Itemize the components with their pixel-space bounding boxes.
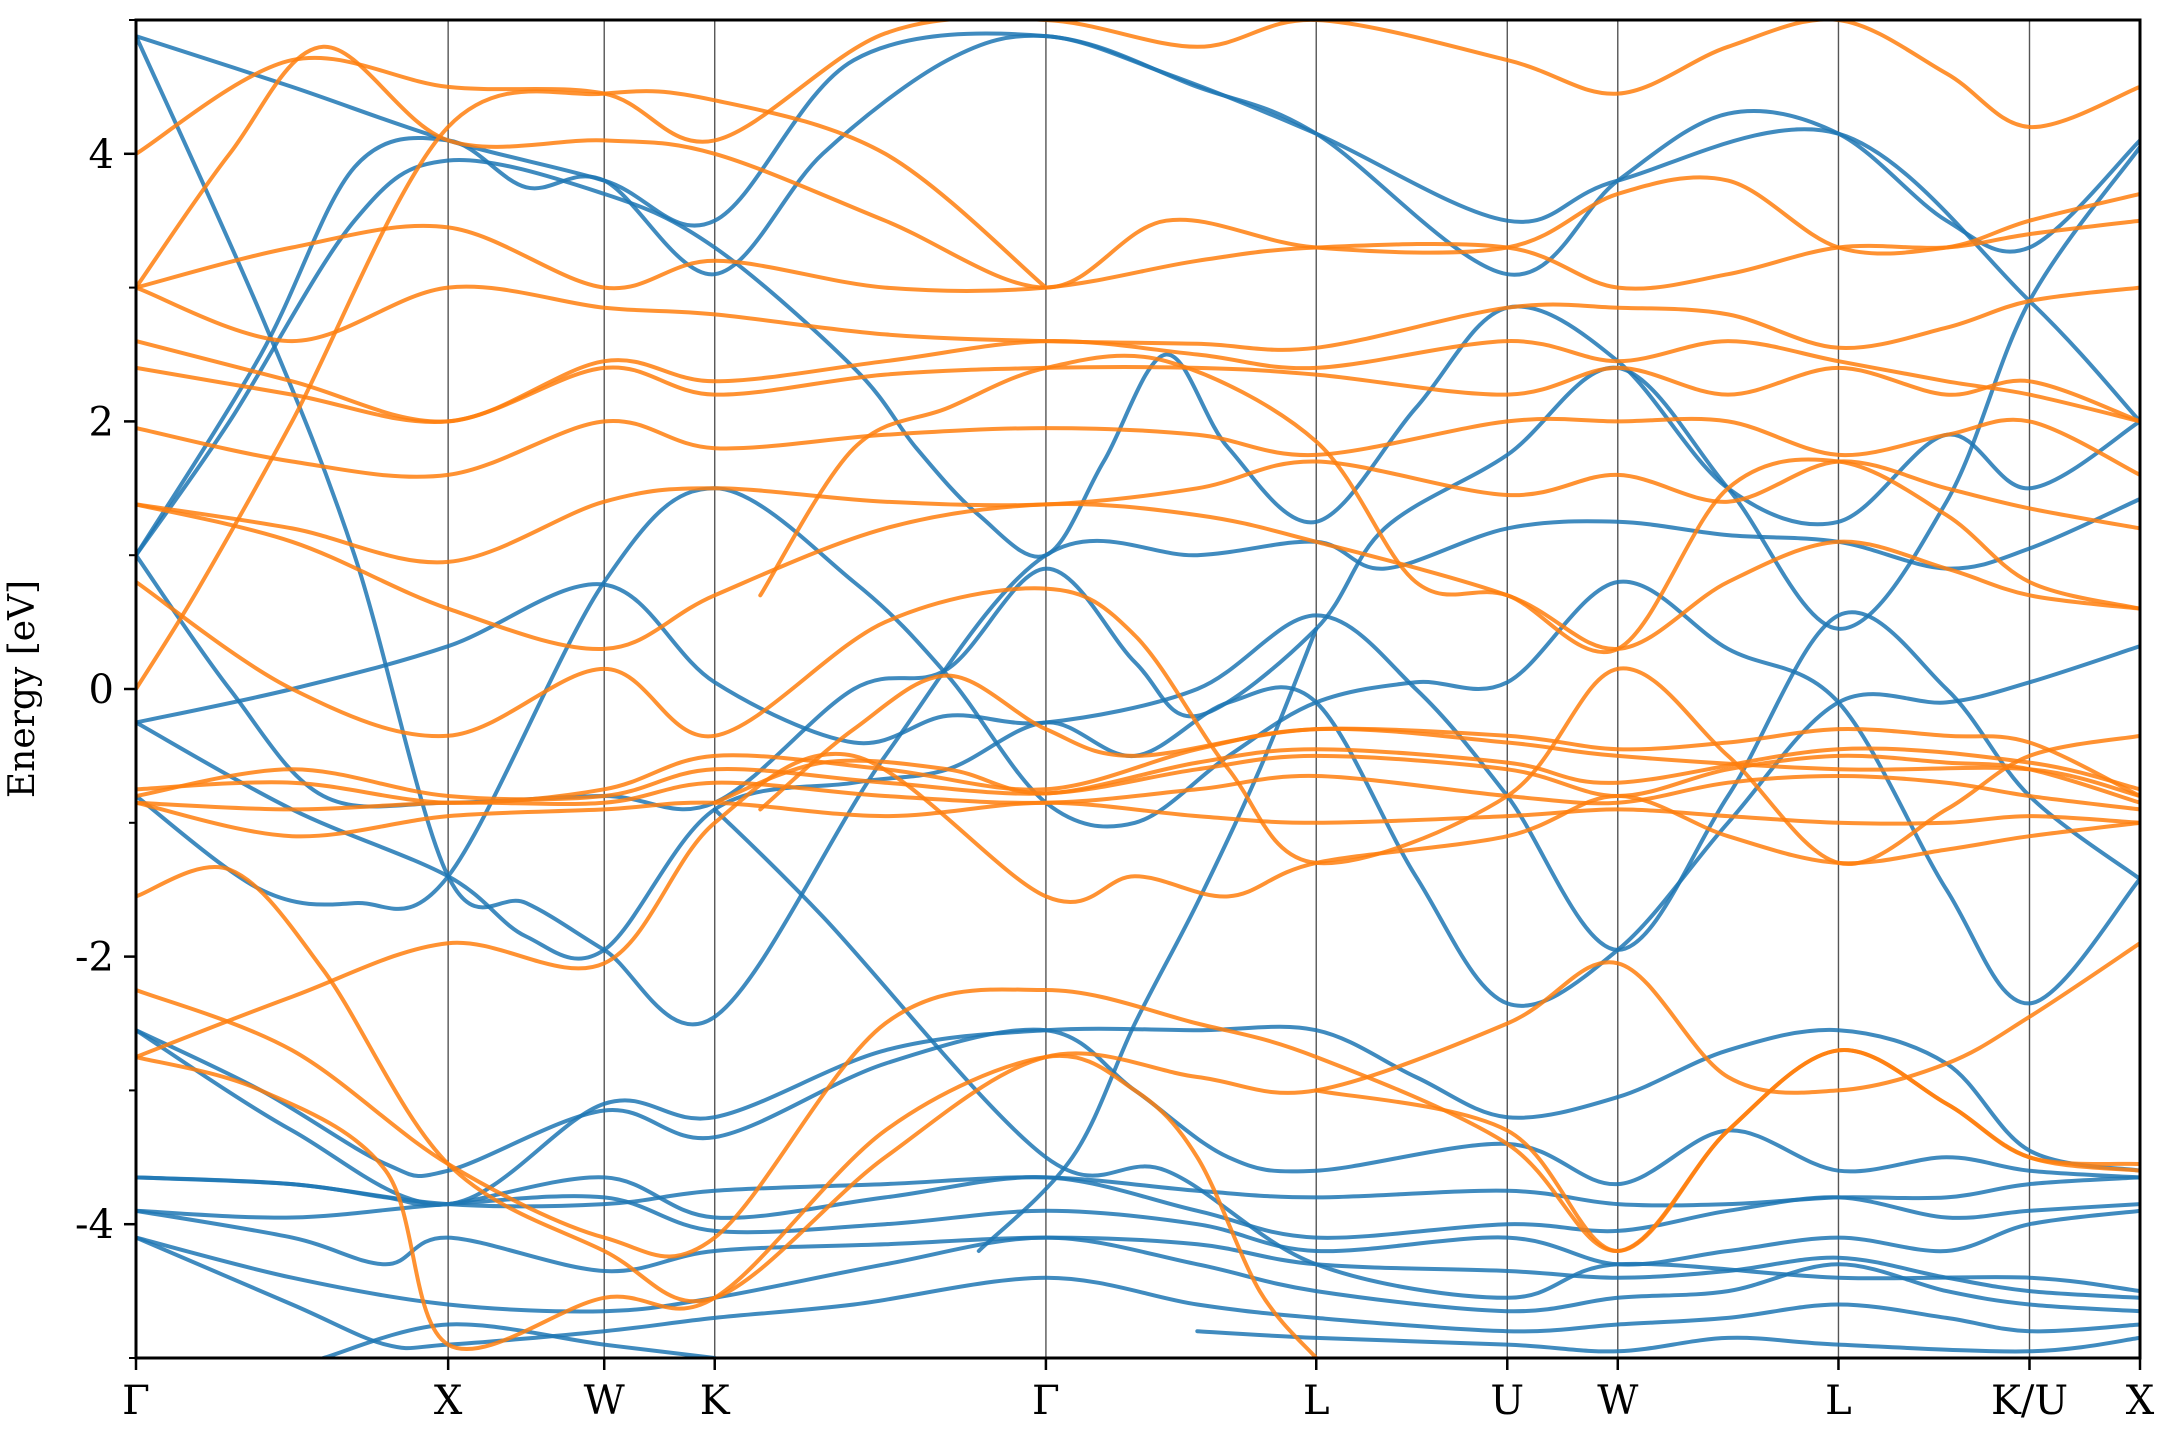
blue-band-line bbox=[136, 1024, 2140, 1207]
blue-band-line bbox=[321, 1322, 717, 1358]
x-tick-label: K/U bbox=[1991, 1378, 2068, 1424]
blue-band-line bbox=[136, 31, 2140, 277]
x-tick-label: U bbox=[1490, 1378, 1524, 1424]
x-tick-label: W bbox=[584, 1378, 625, 1424]
blue-band-line bbox=[136, 1194, 2140, 1267]
orange-band-line bbox=[1314, 1048, 2140, 1253]
orange-band-line bbox=[136, 44, 2140, 290]
orange-band-line bbox=[136, 89, 1048, 691]
orange-band-line bbox=[136, 501, 2140, 651]
orange-band-line bbox=[136, 365, 2140, 424]
x-tick-label: K bbox=[700, 1378, 731, 1424]
blue-band-line bbox=[1195, 1329, 2140, 1354]
x-tick-label: Γ bbox=[1032, 1378, 1060, 1424]
orange-band-line bbox=[136, 753, 2140, 805]
blue-band-line bbox=[136, 34, 2140, 1027]
y-tick-label: 2 bbox=[89, 399, 114, 445]
blue-band-line bbox=[136, 157, 2140, 559]
orange-band-line bbox=[136, 726, 2140, 805]
orange-band-line bbox=[136, 218, 2140, 293]
blue-band-line bbox=[712, 807, 2140, 1300]
blue-band-line bbox=[136, 582, 2140, 952]
orange-band-line bbox=[136, 20, 2140, 156]
x-tick-label: W bbox=[1597, 1378, 1638, 1424]
x-tick-label: L bbox=[1825, 1378, 1852, 1424]
orange-band-line bbox=[136, 865, 2140, 1304]
y-axis: 4 2 0 -2 -4 bbox=[75, 19, 136, 1359]
y-tick-label: 4 bbox=[89, 132, 114, 178]
x-axis: Γ X W K Γ L U W L K/U X bbox=[122, 1358, 2155, 1424]
orange-band-line bbox=[136, 459, 2140, 565]
orange-band-line bbox=[136, 284, 2140, 352]
blue-band-line bbox=[136, 486, 2140, 1006]
y-axis-label: Energy [eV] bbox=[2, 580, 43, 798]
orange-band-line bbox=[136, 1053, 1319, 1358]
x-tick-label: L bbox=[1303, 1378, 1330, 1424]
blue-band-line bbox=[136, 33, 2140, 558]
blue-band-line bbox=[136, 1027, 2140, 1187]
y-tick-label: 0 bbox=[89, 667, 114, 713]
orange-band-line bbox=[136, 416, 2140, 479]
blue-band-line bbox=[136, 1235, 2140, 1314]
blue-band-line bbox=[136, 1208, 2140, 1300]
y-tick-label: -4 bbox=[75, 1202, 114, 1248]
kpoint-gridlines bbox=[447, 20, 2031, 1358]
orange-band-line bbox=[136, 339, 2140, 424]
blue-band-line bbox=[136, 1175, 2140, 1209]
x-tick-label: X bbox=[434, 1378, 463, 1424]
x-tick-label: Γ bbox=[122, 1378, 150, 1424]
orange-band-line bbox=[136, 800, 2140, 839]
band-lines bbox=[136, 20, 2140, 1358]
x-tick-label: X bbox=[2126, 1378, 2155, 1424]
orange-band-line bbox=[758, 673, 2140, 812]
orange-band-line bbox=[136, 773, 2140, 812]
blue-band-line bbox=[136, 1235, 2140, 1351]
blue-band-line bbox=[976, 626, 1319, 1253]
orange-band-line bbox=[136, 751, 2140, 1059]
blue-band-line bbox=[136, 644, 2140, 1008]
orange-band-line bbox=[712, 746, 2140, 805]
orange-band-line bbox=[758, 353, 2140, 655]
y-tick-label: -2 bbox=[75, 935, 114, 981]
